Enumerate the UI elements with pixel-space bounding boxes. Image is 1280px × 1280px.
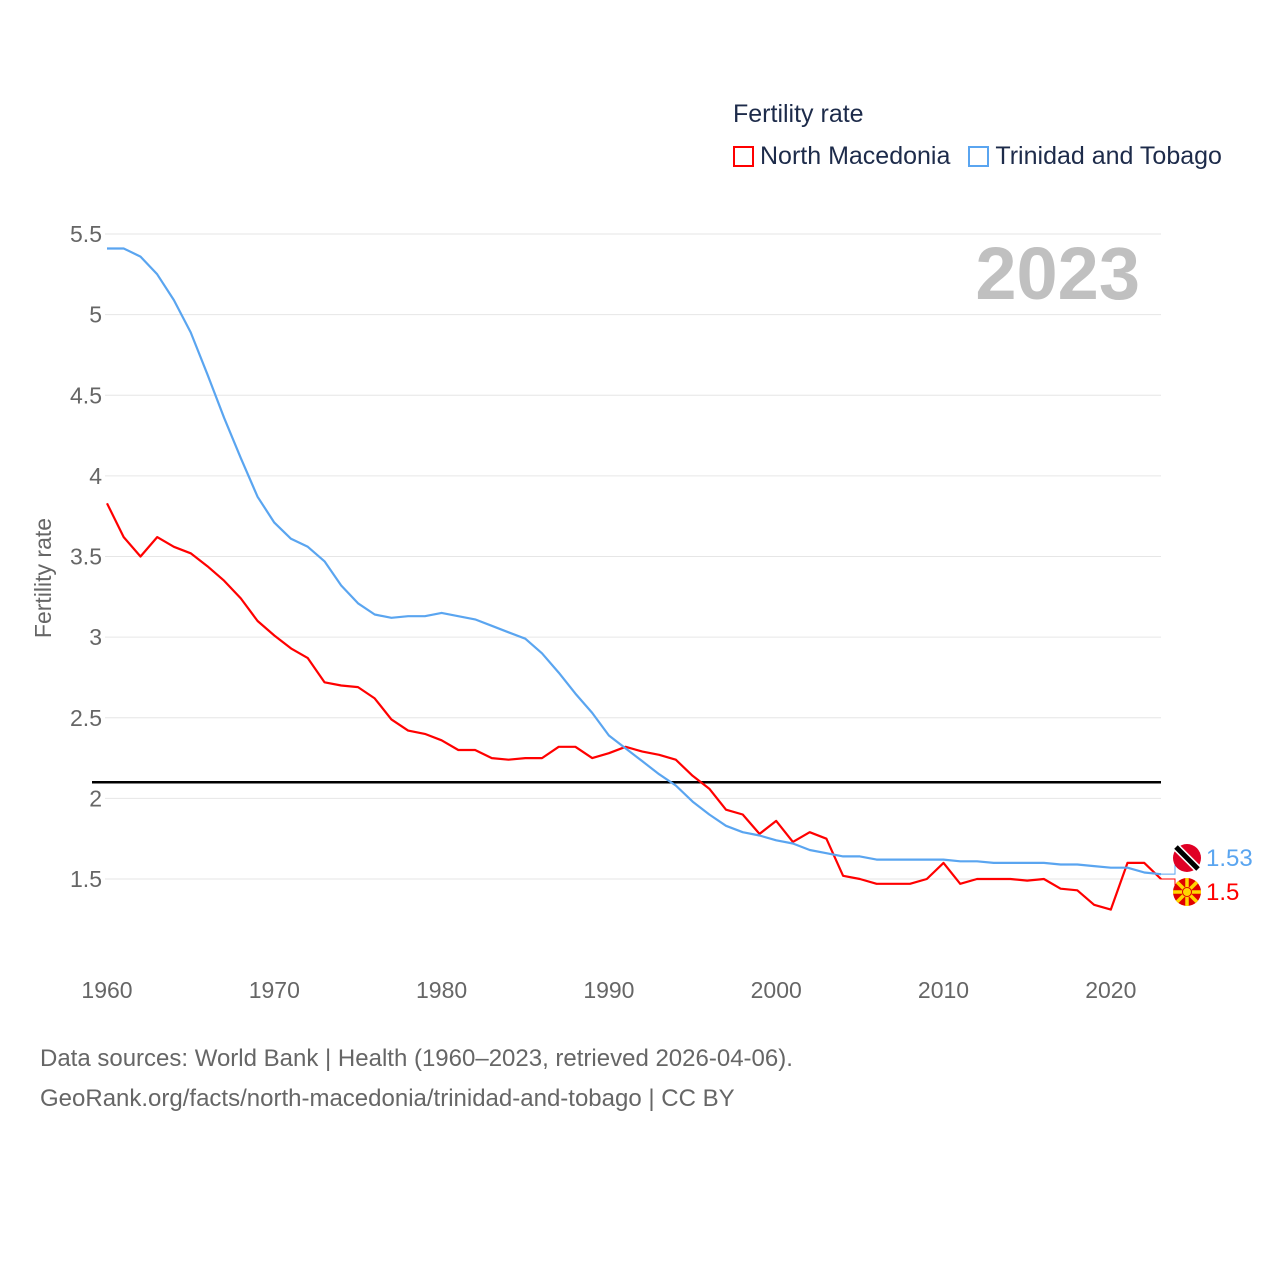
end-value-label: 1.5 (1206, 879, 1239, 906)
y-axis-label: Fertility rate (30, 518, 56, 638)
y-tick-label: 2.5 (70, 705, 102, 731)
series-line-trinidad-and-tobago (107, 247, 1162, 876)
legend-swatch (733, 146, 754, 167)
x-tick-label: 2000 (751, 977, 802, 1003)
x-tick-label: 1980 (416, 977, 467, 1003)
legend-item-north-macedonia[interactable]: North Macedonia (733, 142, 950, 171)
flag-stripe (1174, 845, 1200, 871)
legend-item-trinidad-and-tobago[interactable]: Trinidad and Tobago (968, 142, 1222, 171)
x-tick-label: 2010 (918, 977, 969, 1003)
y-tick-label: 1.5 (70, 866, 102, 892)
y-tick-label: 2 (89, 785, 102, 811)
legend: North Macedonia Trinidad and Tobago (733, 142, 1222, 171)
y-tick-label: 5.5 (70, 221, 102, 247)
x-tick-label: 1960 (81, 977, 132, 1003)
legend-label: North Macedonia (760, 142, 951, 170)
y-tick-label: 3 (89, 624, 102, 650)
legend-swatch (968, 146, 990, 167)
y-tick-label: 3.5 (70, 544, 102, 570)
y-tick-label: 5 (89, 302, 102, 328)
x-tick-label: 2020 (1085, 977, 1136, 1003)
x-tick-label: 1970 (249, 977, 300, 1003)
footer-link[interactable]: GeoRank.org/facts/north-macedonia/trinid… (40, 1085, 735, 1112)
y-tick-label: 4 (89, 463, 102, 489)
y-tick-label: 4.5 (70, 382, 102, 408)
footer-sources: Data sources: World Bank | Health (1960–… (40, 1045, 793, 1072)
flag-sun (1182, 887, 1192, 897)
year-badge: 2023 (975, 232, 1140, 315)
series-line-north-macedonia (106, 502, 1162, 911)
legend-title: Fertility rate (733, 100, 864, 128)
legend-label: Trinidad and Tobago (995, 142, 1222, 170)
end-value-label: 1.53 (1206, 845, 1253, 872)
x-tick-label: 1990 (583, 977, 634, 1003)
